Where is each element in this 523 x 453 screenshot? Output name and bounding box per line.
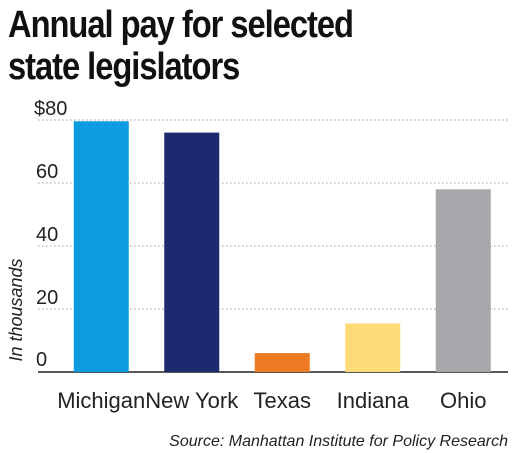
source-note: Source: Manhattan Institute for Policy R…	[169, 433, 508, 450]
y-tick-label: 0	[36, 349, 47, 371]
bar-indiana	[345, 323, 401, 372]
y-tick-label: 60	[36, 161, 58, 183]
category-label: Indiana	[337, 388, 410, 413]
chart-title: Annual pay for selected state legislator…	[8, 4, 354, 88]
category-labels: Michigan New York Texas Indiana Ohio	[57, 388, 486, 413]
y-tick-labels: 0 20 40 60 $80	[34, 98, 67, 371]
y-tick-label: 40	[36, 224, 58, 246]
y-axis-label: In thousands	[6, 258, 26, 361]
category-label: Michigan	[57, 388, 145, 413]
bar-texas	[254, 353, 310, 372]
bar-new-york	[164, 132, 220, 372]
chart-title-line-2: state legislators	[8, 46, 240, 88]
bars	[73, 121, 491, 372]
category-label: Texas	[254, 388, 311, 413]
y-tick-label: 20	[36, 287, 58, 309]
y-tick-label: $80	[34, 98, 67, 120]
category-label: Ohio	[440, 388, 486, 413]
chart-title-line-1: Annual pay for selected	[8, 4, 354, 46]
bar-ohio	[435, 189, 491, 372]
bar-michigan	[73, 121, 129, 372]
category-label: New York	[145, 388, 239, 413]
